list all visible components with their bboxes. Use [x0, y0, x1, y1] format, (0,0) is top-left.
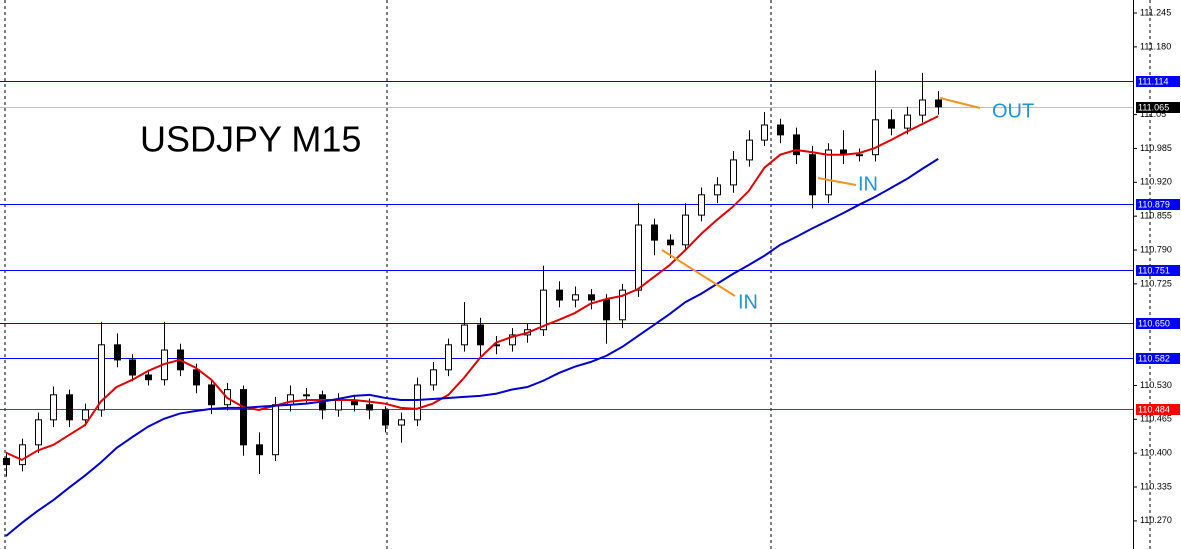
candle-body	[240, 389, 247, 446]
level-box	[1136, 318, 1180, 329]
chart-title: USDJPY M15	[140, 119, 361, 160]
candle-body	[114, 344, 121, 361]
candle-body	[509, 334, 516, 346]
y-tick-label: 111.05	[1140, 109, 1166, 119]
candle-body	[872, 119, 879, 156]
level-box	[1136, 102, 1180, 113]
level-label: 111.065	[1138, 102, 1169, 112]
y-tick-label: 110.400	[1140, 448, 1172, 458]
candle-body	[825, 149, 832, 196]
level-label: 111.114	[1138, 76, 1169, 86]
annotation: OUT	[992, 100, 1034, 122]
y-tick-label: 111.245	[1140, 7, 1171, 17]
y-tick-label: 110.855	[1140, 211, 1172, 221]
annotation: IN	[738, 291, 758, 313]
level-box	[1136, 404, 1180, 415]
y-tick-label: 110.920	[1140, 177, 1172, 187]
candle-body	[366, 404, 373, 411]
candle-body	[730, 159, 737, 186]
candle-body	[556, 289, 563, 301]
candle-body	[904, 114, 911, 129]
level-label: 110.751	[1138, 265, 1170, 275]
arrow	[817, 177, 857, 186]
candle-body	[572, 294, 579, 301]
candle-body	[682, 214, 689, 246]
candle-body	[477, 324, 484, 346]
y-tick-label: 110.335	[1140, 481, 1172, 491]
candle-body	[856, 154, 863, 157]
level-label: 110.650	[1138, 318, 1170, 328]
candle-body	[430, 369, 437, 386]
candle-body	[651, 224, 658, 241]
candle-body	[540, 289, 547, 331]
candle-body	[588, 294, 595, 301]
y-tick-label: 111.180	[1140, 41, 1171, 51]
candle-body	[82, 409, 89, 421]
level-box	[1136, 76, 1180, 87]
candle-body	[445, 344, 452, 371]
y-tick-label: 110.725	[1140, 278, 1172, 288]
level-label: 110.879	[1138, 199, 1170, 209]
candle-body	[303, 394, 310, 397]
candle-body	[761, 124, 768, 141]
candle-body	[714, 184, 721, 196]
candle-body	[256, 444, 263, 456]
candle-body	[698, 194, 705, 216]
candle-body	[193, 369, 200, 386]
candle-body	[619, 289, 626, 321]
candle-body	[935, 99, 942, 108]
level-box	[1136, 199, 1180, 210]
y-tick-label: 110.465	[1140, 414, 1172, 424]
candle-body	[335, 399, 342, 411]
candle-body	[98, 344, 105, 411]
candle-body	[287, 394, 294, 406]
candle-body	[3, 457, 10, 466]
candle-body	[919, 99, 926, 116]
y-tick-label: 110.985	[1140, 143, 1172, 153]
y-tick-label: 110.790	[1140, 244, 1172, 254]
candle-body	[66, 394, 73, 421]
candle-body	[145, 374, 152, 381]
candle-body	[398, 419, 405, 426]
level-box	[1136, 265, 1180, 276]
candle-body	[667, 239, 674, 246]
candle-body	[635, 224, 642, 291]
arrow	[661, 249, 736, 297]
y-tick-label: 110.530	[1140, 380, 1172, 390]
candle-body	[272, 404, 279, 456]
y-tick-label: 110.270	[1140, 515, 1172, 525]
candle-body	[129, 359, 136, 376]
candle-body	[19, 444, 26, 466]
candle-body	[603, 299, 610, 321]
moving-average	[5, 115, 939, 462]
candle-body	[777, 124, 784, 136]
level-label: 110.582	[1138, 353, 1170, 363]
candle-body	[50, 394, 57, 421]
candle-body	[414, 384, 421, 421]
level-box	[1136, 353, 1180, 364]
annotation: IN	[858, 173, 878, 195]
candle-body	[746, 139, 753, 161]
candle-body	[809, 154, 816, 196]
arrow	[939, 97, 981, 109]
candle-body	[208, 384, 215, 406]
candle-body	[382, 409, 389, 426]
level-label: 110.484	[1138, 404, 1170, 414]
candle-body	[461, 324, 468, 346]
candle-body	[793, 134, 800, 156]
candle-body	[888, 119, 895, 129]
moving-average	[5, 158, 939, 537]
candle-body	[35, 419, 42, 446]
